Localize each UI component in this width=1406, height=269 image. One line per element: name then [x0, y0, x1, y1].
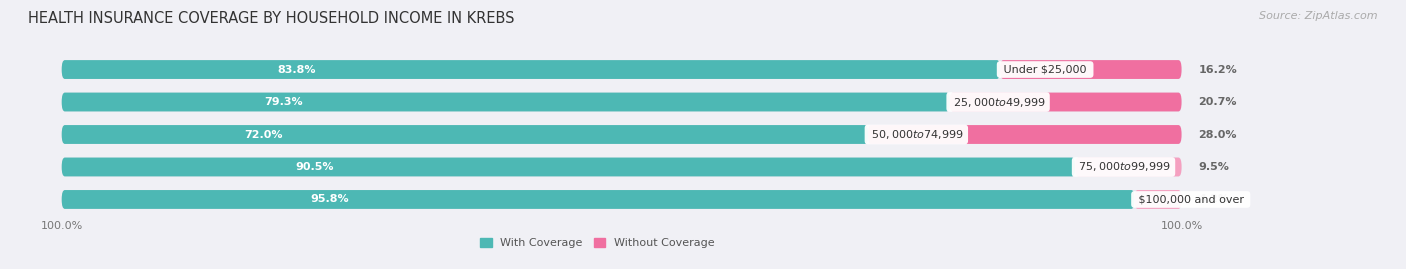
FancyBboxPatch shape: [62, 158, 1181, 176]
Text: $100,000 and over: $100,000 and over: [1135, 194, 1247, 204]
Text: HEALTH INSURANCE COVERAGE BY HOUSEHOLD INCOME IN KREBS: HEALTH INSURANCE COVERAGE BY HOUSEHOLD I…: [28, 11, 515, 26]
FancyBboxPatch shape: [1135, 190, 1181, 209]
FancyBboxPatch shape: [62, 158, 1076, 176]
Text: 72.0%: 72.0%: [245, 129, 283, 140]
Text: 79.3%: 79.3%: [264, 97, 304, 107]
FancyBboxPatch shape: [62, 190, 1135, 209]
Text: Source: ZipAtlas.com: Source: ZipAtlas.com: [1260, 11, 1378, 21]
Text: $50,000 to $74,999: $50,000 to $74,999: [868, 128, 965, 141]
FancyBboxPatch shape: [62, 93, 1181, 111]
Text: 90.5%: 90.5%: [295, 162, 335, 172]
Text: 95.8%: 95.8%: [311, 194, 349, 204]
Legend: With Coverage, Without Coverage: With Coverage, Without Coverage: [477, 233, 718, 253]
Text: 28.0%: 28.0%: [1198, 129, 1237, 140]
Text: $25,000 to $49,999: $25,000 to $49,999: [949, 95, 1046, 108]
Text: 4.2%: 4.2%: [1198, 194, 1229, 204]
Text: 100.0%: 100.0%: [1160, 221, 1202, 231]
Text: 83.8%: 83.8%: [277, 65, 315, 75]
FancyBboxPatch shape: [868, 125, 1181, 144]
Text: Under $25,000: Under $25,000: [1000, 65, 1090, 75]
Text: 20.7%: 20.7%: [1198, 97, 1237, 107]
FancyBboxPatch shape: [62, 125, 1181, 144]
Text: 16.2%: 16.2%: [1198, 65, 1237, 75]
Text: $75,000 to $99,999: $75,000 to $99,999: [1076, 161, 1171, 174]
Text: 100.0%: 100.0%: [41, 221, 83, 231]
FancyBboxPatch shape: [1000, 60, 1181, 79]
Text: 9.5%: 9.5%: [1198, 162, 1229, 172]
FancyBboxPatch shape: [949, 93, 1181, 111]
FancyBboxPatch shape: [62, 125, 868, 144]
FancyBboxPatch shape: [62, 60, 1181, 79]
FancyBboxPatch shape: [62, 190, 1181, 209]
FancyBboxPatch shape: [1076, 158, 1181, 176]
FancyBboxPatch shape: [62, 93, 949, 111]
FancyBboxPatch shape: [62, 60, 1000, 79]
